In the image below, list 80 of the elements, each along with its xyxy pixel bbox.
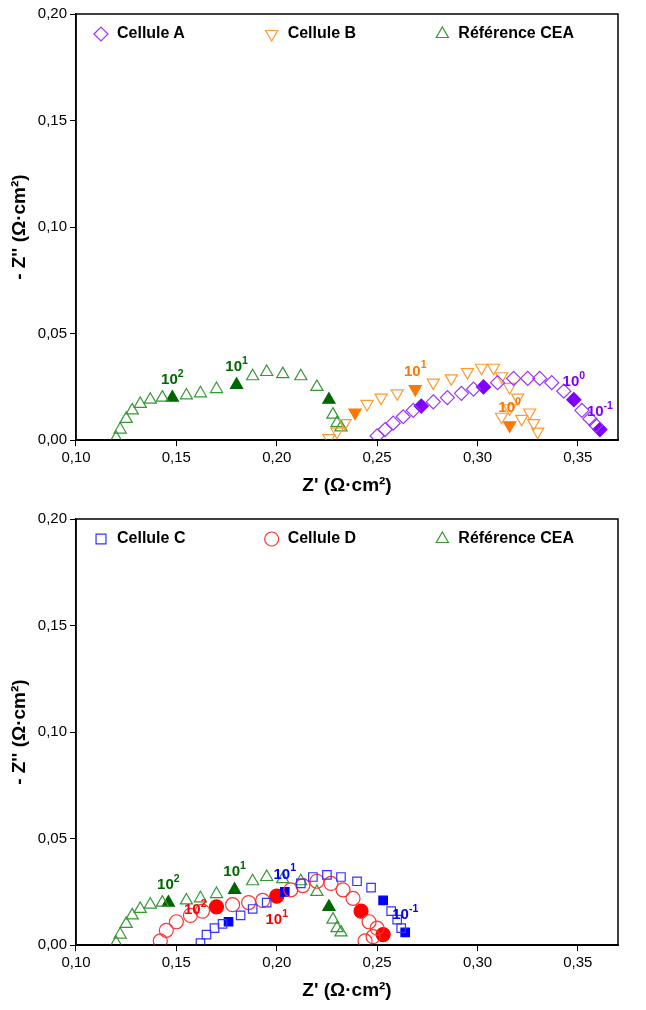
- point: [336, 872, 346, 882]
- point: [217, 919, 228, 929]
- x-tick-label: 0,20: [262, 953, 292, 971]
- point: [295, 877, 311, 894]
- legend-label: Cellule A: [116, 24, 186, 42]
- x-tick-label: 0,30: [462, 448, 493, 466]
- point: [241, 894, 257, 911]
- y-tick-label: 0,10: [37, 217, 67, 235]
- y-tick-label: 0,00: [37, 935, 67, 953]
- x-tick-label: 0,35: [563, 953, 593, 971]
- legend-label: Référence CEA: [458, 529, 575, 547]
- point: [352, 876, 362, 887]
- point: [113, 926, 127, 939]
- point: [227, 882, 242, 894]
- y-axis-title: - Z'' (Ω·cm²): [7, 174, 29, 280]
- point: [335, 882, 351, 898]
- x-tick-label: 0,20: [262, 448, 292, 466]
- legend-label: Référence CEA: [458, 24, 575, 42]
- x-tick-label: 0,35: [563, 448, 593, 466]
- x-tick-label: 0,10: [61, 448, 91, 466]
- point: [155, 894, 169, 907]
- x-axis-title: Z' (Ω·cm²): [302, 978, 392, 1000]
- legend-label: Cellule D: [287, 529, 357, 547]
- y-tick-label: 0,20: [37, 509, 67, 527]
- y-tick-label: 0,05: [37, 323, 67, 341]
- point: [334, 924, 348, 937]
- x-tick-label: 0,30: [462, 953, 493, 971]
- point: [195, 938, 206, 946]
- point: [378, 895, 388, 906]
- point: [369, 920, 385, 936]
- x-tick-label: 0,15: [161, 953, 191, 971]
- point: [179, 892, 194, 905]
- point: [310, 884, 324, 897]
- point: [143, 897, 157, 909]
- point: [366, 882, 376, 893]
- point: [245, 873, 260, 886]
- y-tick-label: 0,10: [37, 722, 67, 740]
- point: [247, 904, 258, 914]
- legend-label: Cellule C: [116, 529, 186, 547]
- point: [365, 929, 381, 945]
- y-tick-label: 0,20: [37, 4, 67, 22]
- point: [158, 922, 174, 938]
- point: [109, 935, 123, 946]
- point: [309, 873, 325, 889]
- point: [283, 882, 299, 898]
- point: [345, 890, 361, 906]
- point: [322, 870, 332, 880]
- legend-label: Cellule B: [287, 24, 357, 42]
- point: [396, 923, 407, 933]
- x-tick-label: 0,15: [161, 448, 191, 466]
- y-tick-label: 0,00: [37, 430, 67, 448]
- point: [326, 912, 340, 924]
- point: [168, 914, 184, 930]
- y-tick-label: 0,15: [37, 110, 67, 128]
- x-tick-label: 0,25: [362, 953, 392, 971]
- point: [119, 916, 133, 928]
- y-tick-label: 0,15: [37, 615, 67, 633]
- point: [323, 875, 339, 891]
- point: [209, 886, 224, 899]
- point: [209, 923, 220, 933]
- point: [294, 873, 308, 886]
- y-axis-title: - Z'' (Ω·cm²): [7, 679, 29, 785]
- point: [322, 899, 336, 911]
- point: [255, 892, 271, 909]
- point: [125, 907, 139, 920]
- point: [361, 914, 377, 930]
- point: [208, 899, 225, 915]
- point: [353, 903, 369, 919]
- point: [224, 897, 241, 913]
- point: [201, 929, 212, 940]
- point: [152, 933, 168, 946]
- x-tick-label: 0,10: [61, 953, 91, 971]
- x-tick-label: 0,25: [362, 448, 392, 466]
- y-tick-label: 0,05: [37, 828, 67, 846]
- point: [330, 920, 344, 933]
- point: [235, 910, 246, 921]
- x-axis-title: Z' (Ω·cm²): [302, 473, 392, 495]
- point: [260, 869, 274, 882]
- point: [357, 933, 373, 946]
- point: [133, 901, 147, 914]
